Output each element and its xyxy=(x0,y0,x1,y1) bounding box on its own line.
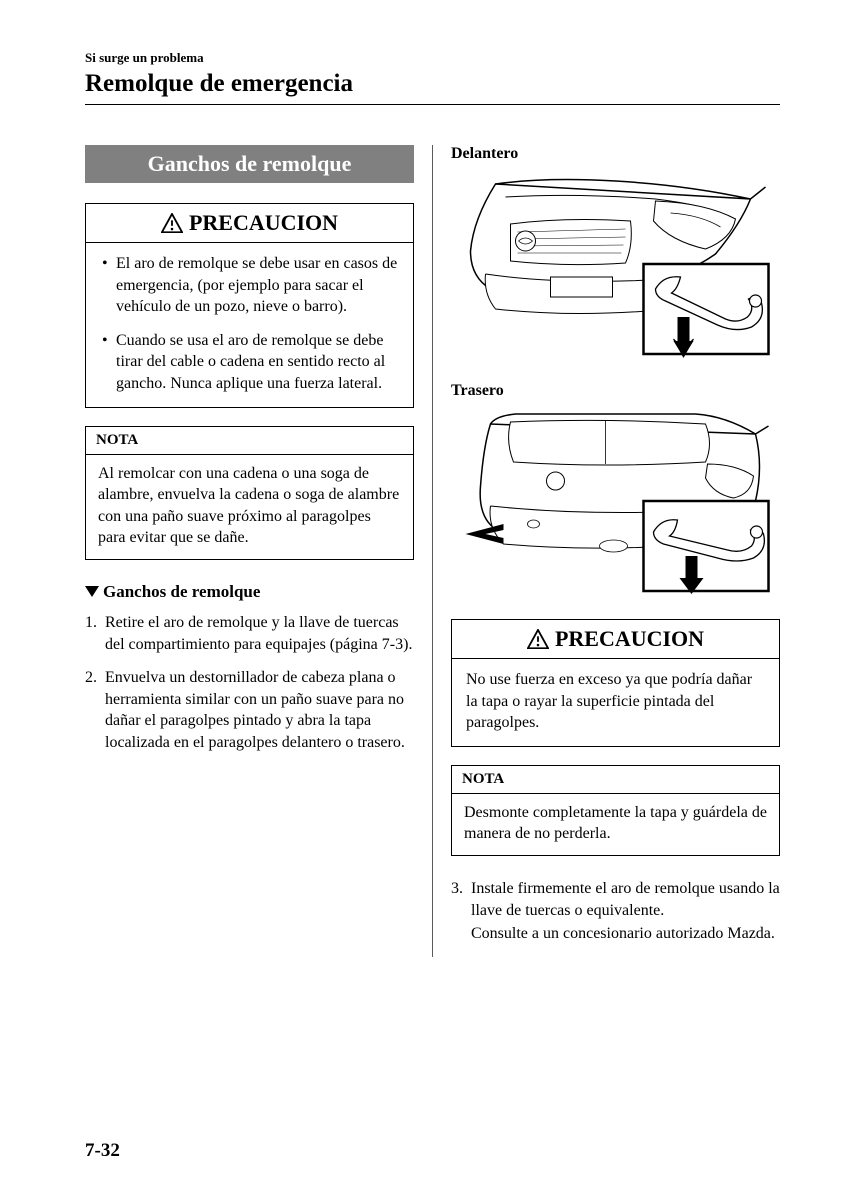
precaution-item: Cuando se usa el aro de remolque se debe… xyxy=(100,330,399,395)
precaution-body: El aro de remolque se debe usar en casos… xyxy=(86,243,413,407)
figure-front xyxy=(451,169,780,364)
triangle-down-icon xyxy=(85,586,99,597)
subheading: Ganchos de remolque xyxy=(85,582,414,602)
figure-label-front: Delantero xyxy=(451,145,780,163)
note-box-right: NOTA Desmonte completamente la tapa y gu… xyxy=(451,765,780,856)
precaution-title-row: PRECAUCION xyxy=(452,620,779,659)
note-body: Desmonte completamente la tapa y guárdel… xyxy=(452,794,779,855)
step-text: Instale firmemente el aro de remolque us… xyxy=(471,880,780,919)
note-box: NOTA Al remolcar con una cadena o una so… xyxy=(85,426,414,560)
precaution-box: PRECAUCION El aro de remolque se debe us… xyxy=(85,203,414,408)
page-title: Remolque de emergencia xyxy=(85,70,780,98)
precaution-title-row: PRECAUCION xyxy=(86,204,413,243)
step-item: Instale firmemente el aro de remolque us… xyxy=(451,878,780,945)
chapter-label: Si surge un problema xyxy=(85,50,780,66)
figure-rear xyxy=(451,406,780,601)
subheading-text: Ganchos de remolque xyxy=(103,582,260,602)
warning-icon xyxy=(527,629,549,649)
step-item: Retire el aro de remolque y la llave de … xyxy=(85,612,414,655)
note-title: NOTA xyxy=(86,427,413,455)
figure-label-rear: Trasero xyxy=(451,382,780,400)
precaution-box-right: PRECAUCION No use fuerza en exceso ya qu… xyxy=(451,619,780,747)
precaution-title: PRECAUCION xyxy=(555,626,704,652)
page-number: 7-32 xyxy=(85,1140,120,1162)
precaution-item: El aro de remolque se debe usar en casos… xyxy=(100,253,399,318)
note-title: NOTA xyxy=(452,766,779,794)
section-banner: Ganchos de remolque xyxy=(85,145,414,183)
precaution-title: PRECAUCION xyxy=(189,210,338,236)
precaution-body: No use fuerza en exceso ya que podría da… xyxy=(452,659,779,746)
note-body: Al remolcar con una cadena o una soga de… xyxy=(86,455,413,559)
header-rule xyxy=(85,104,780,105)
warning-icon xyxy=(161,213,183,233)
step-item: Envuelva un destornillador de cabeza pla… xyxy=(85,667,414,753)
step-subtext: Consulte a un concesionario autorizado M… xyxy=(471,923,780,945)
